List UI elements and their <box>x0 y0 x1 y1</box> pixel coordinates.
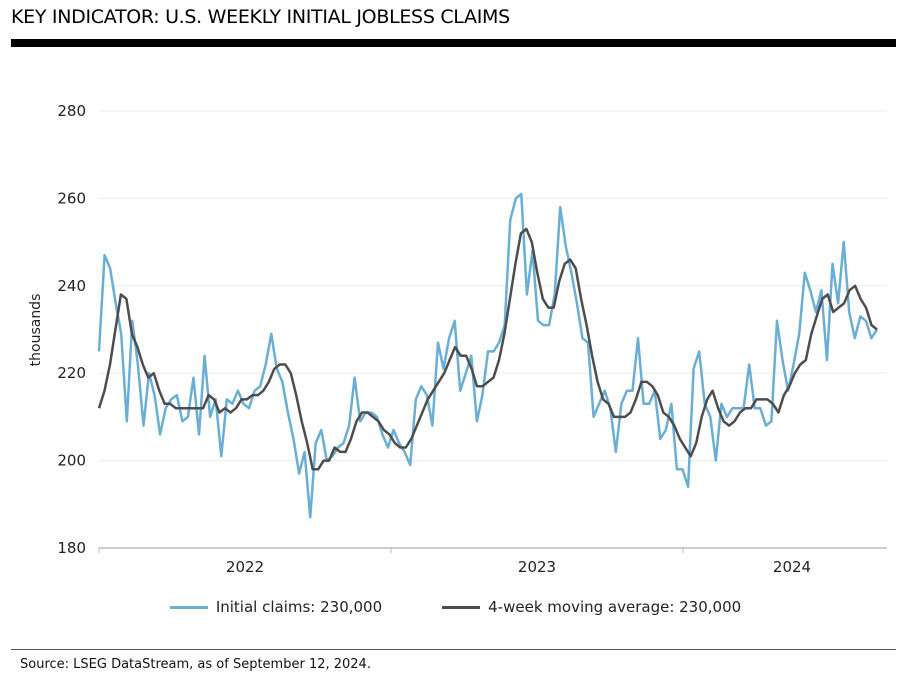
y-tick-label: 240 <box>57 277 86 295</box>
chart-title: KEY INDICATOR: U.S. WEEKLY INITIAL JOBLE… <box>11 6 510 28</box>
legend-label-moving-average: 4-week moving average: 230,000 <box>488 598 742 616</box>
legend-item-claims: Initial claims: 230,000 <box>169 598 383 616</box>
legend-label-claims: Initial claims: 230,000 <box>215 598 383 616</box>
y-tick-label: 220 <box>57 364 86 382</box>
title-rule <box>11 39 896 47</box>
y-tick-label: 260 <box>57 189 86 207</box>
y-tick-label: 200 <box>57 452 86 470</box>
legend-swatch-claims <box>169 605 208 609</box>
y-tick-label: 280 <box>57 102 86 120</box>
source-note: Source: LSEG DataStream, as of September… <box>20 657 371 672</box>
x-tick-label: 2024 <box>773 558 811 576</box>
legend-swatch-moving-average <box>442 605 481 609</box>
legend: Initial claims: 230,000 4-week moving av… <box>0 598 911 616</box>
x-tick-label: 2022 <box>226 558 264 576</box>
legend-item-moving-average: 4-week moving average: 230,000 <box>442 598 741 616</box>
line-chart: 180 200 220 240 260 280 2022 2023 2024 thousand… <box>28 102 887 576</box>
y-tick-label: 180 <box>57 539 86 557</box>
moving-average-line <box>97 227 878 471</box>
y-axis-label: thousands <box>28 294 44 367</box>
initial-claims-line <box>97 192 879 519</box>
x-tick-label: 2023 <box>518 558 556 576</box>
footer-rule <box>11 649 896 650</box>
